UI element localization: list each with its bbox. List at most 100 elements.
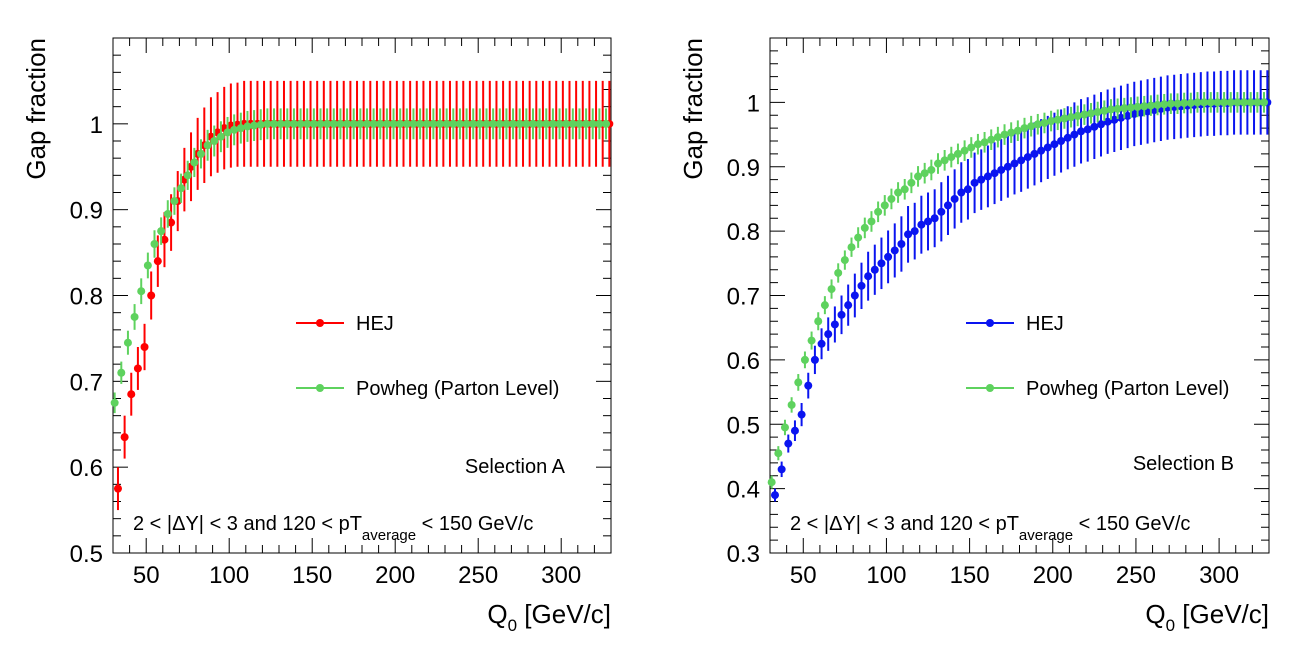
data-point — [1110, 115, 1119, 124]
data-point — [140, 343, 149, 351]
data-point — [263, 119, 272, 128]
data-point — [837, 310, 846, 319]
data-point — [1160, 100, 1169, 109]
data-point — [160, 235, 169, 244]
data-point — [436, 119, 445, 128]
data-point — [1100, 106, 1109, 115]
y-tick-label: 0.9 — [70, 198, 103, 225]
y-tick-label: 1 — [747, 90, 760, 117]
y-tick-label: 0.6 — [70, 455, 103, 482]
data-point — [1063, 133, 1072, 142]
data-point — [780, 423, 789, 432]
y-tick-label: 0.8 — [727, 219, 760, 246]
data-point — [977, 175, 986, 184]
data-point — [1050, 140, 1059, 149]
data-point — [1047, 117, 1056, 126]
data-point — [900, 185, 909, 194]
data-point — [177, 184, 186, 193]
data-point — [864, 272, 873, 281]
data-point — [130, 312, 139, 321]
y-axis-title: Gap fraction — [678, 38, 708, 180]
cut-label-post: < 150 GeV/c — [1073, 513, 1190, 535]
data-point — [336, 119, 345, 128]
data-point — [157, 227, 166, 236]
data-point — [349, 119, 358, 128]
data-point — [389, 119, 398, 128]
cut-label-sub: average — [1019, 527, 1073, 544]
data-point — [502, 119, 511, 128]
data-point — [987, 135, 996, 144]
data-point — [943, 201, 952, 210]
data-point — [1067, 113, 1076, 122]
data-point — [1246, 98, 1255, 107]
data-point — [1087, 109, 1096, 118]
data-point — [455, 119, 464, 128]
data-point — [243, 122, 252, 131]
data-point — [907, 178, 916, 187]
data-point — [774, 449, 783, 458]
data-point — [967, 143, 976, 152]
y-tick-label: 0.5 — [727, 412, 760, 439]
data-point — [1130, 109, 1139, 118]
x-tick-label: 250 — [458, 562, 498, 589]
data-point — [860, 223, 869, 232]
data-point — [316, 119, 325, 128]
x-axis-title: Q0 [GeV/c] — [487, 599, 611, 635]
x-axis-title-sub: 0 — [508, 616, 517, 635]
data-point — [1030, 149, 1039, 158]
x-tick-label: 250 — [1116, 562, 1156, 589]
data-point — [113, 484, 122, 493]
data-point — [1166, 99, 1175, 108]
data-point — [568, 119, 577, 128]
data-point — [897, 240, 906, 248]
data-point — [588, 119, 597, 128]
data-point — [323, 119, 332, 128]
data-point — [329, 119, 338, 128]
legend-entry-powheg: Powheg (Parton Level) — [966, 378, 1229, 400]
data-point — [924, 217, 933, 226]
data-point — [914, 172, 923, 181]
data-point — [296, 119, 305, 128]
x-axis-title-main: Q — [487, 599, 507, 629]
data-point — [950, 194, 959, 203]
data-point — [489, 119, 498, 128]
data-point — [880, 201, 889, 210]
x-axis-title: Q0 [GeV/c] — [1145, 599, 1269, 635]
cut-label: 2 < |ΔY| < 3 and 120 < pTaverage < 150 G… — [133, 513, 533, 544]
data-point — [1010, 159, 1019, 168]
data-point — [582, 119, 591, 128]
data-point — [877, 259, 886, 268]
data-point — [1000, 130, 1009, 139]
x-tick-label: 300 — [541, 562, 581, 589]
data-point — [595, 119, 604, 128]
data-point — [422, 119, 431, 128]
data-point — [947, 153, 956, 162]
data-point — [777, 465, 786, 474]
data-point — [230, 125, 239, 134]
data-point — [1080, 110, 1089, 119]
data-point — [887, 194, 896, 203]
data-point — [797, 410, 806, 419]
data-point — [770, 491, 779, 500]
data-point — [960, 146, 969, 155]
y-tick-label: 0.9 — [727, 155, 760, 182]
data-point — [857, 281, 866, 290]
series-hej — [113, 80, 614, 511]
selection-label: Selection B — [1133, 453, 1234, 475]
data-point — [1033, 120, 1042, 129]
legend-marker — [986, 319, 994, 327]
data-point — [1180, 99, 1189, 108]
y-tick-label: 0.3 — [727, 541, 760, 568]
data-point — [1146, 101, 1155, 110]
data-point — [840, 256, 849, 265]
data-point — [283, 119, 292, 128]
y-tick-label: 0.7 — [70, 369, 103, 396]
data-point — [844, 301, 853, 310]
data-point — [555, 119, 564, 128]
cut-label-sub: average — [362, 527, 416, 544]
data-point — [416, 119, 425, 128]
cut-label-main: 2 < |ΔY| < 3 and 120 < pT — [133, 513, 362, 535]
legend-label: Powheg (Parton Level) — [1026, 378, 1229, 400]
data-point — [117, 368, 126, 377]
data-point — [1060, 114, 1069, 123]
